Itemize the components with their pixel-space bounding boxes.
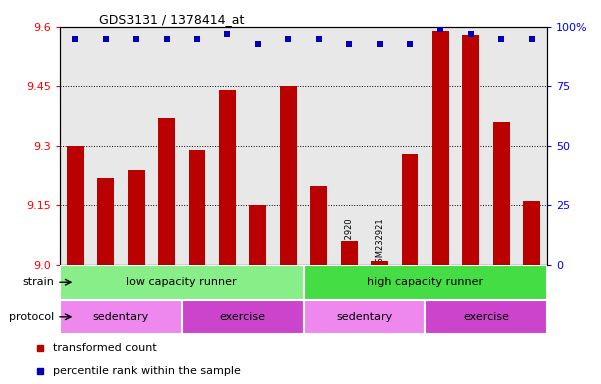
Point xyxy=(162,36,171,42)
Point xyxy=(132,36,141,42)
Bar xyxy=(493,122,510,265)
Bar xyxy=(67,146,84,265)
Point xyxy=(466,31,475,37)
Text: transformed count: transformed count xyxy=(53,343,157,353)
Text: protocol: protocol xyxy=(9,312,54,322)
Bar xyxy=(128,170,144,265)
Text: GDS3131 / 1378414_at: GDS3131 / 1378414_at xyxy=(99,13,245,26)
Point xyxy=(70,36,80,42)
Bar xyxy=(60,300,182,334)
Text: high capacity runner: high capacity runner xyxy=(367,277,483,287)
Bar xyxy=(182,300,304,334)
Point xyxy=(284,36,293,42)
Bar xyxy=(426,300,547,334)
Point xyxy=(436,26,445,32)
Point xyxy=(496,36,506,42)
Text: exercise: exercise xyxy=(219,312,266,322)
Point xyxy=(192,36,202,42)
Bar xyxy=(304,265,547,300)
Point xyxy=(527,36,537,42)
Bar xyxy=(60,265,304,300)
Bar xyxy=(463,35,479,265)
Bar xyxy=(371,261,388,265)
Bar xyxy=(401,154,418,265)
Point xyxy=(253,40,263,46)
Bar xyxy=(523,202,540,265)
Bar xyxy=(304,300,426,334)
Point xyxy=(405,40,415,46)
Point xyxy=(314,36,323,42)
Bar xyxy=(310,185,327,265)
Bar xyxy=(341,241,358,265)
Bar xyxy=(158,118,175,265)
Text: exercise: exercise xyxy=(463,312,509,322)
Bar xyxy=(280,86,297,265)
Bar xyxy=(249,205,266,265)
Bar xyxy=(189,150,206,265)
Point xyxy=(344,40,354,46)
Point xyxy=(101,36,111,42)
Point xyxy=(375,40,385,46)
Bar xyxy=(432,31,449,265)
Point xyxy=(222,31,232,37)
Bar xyxy=(97,178,114,265)
Text: percentile rank within the sample: percentile rank within the sample xyxy=(53,366,241,376)
Text: sedentary: sedentary xyxy=(93,312,149,322)
Text: strain: strain xyxy=(22,277,54,287)
Text: low capacity runner: low capacity runner xyxy=(126,277,237,287)
Text: sedentary: sedentary xyxy=(336,312,392,322)
Bar xyxy=(219,90,236,265)
